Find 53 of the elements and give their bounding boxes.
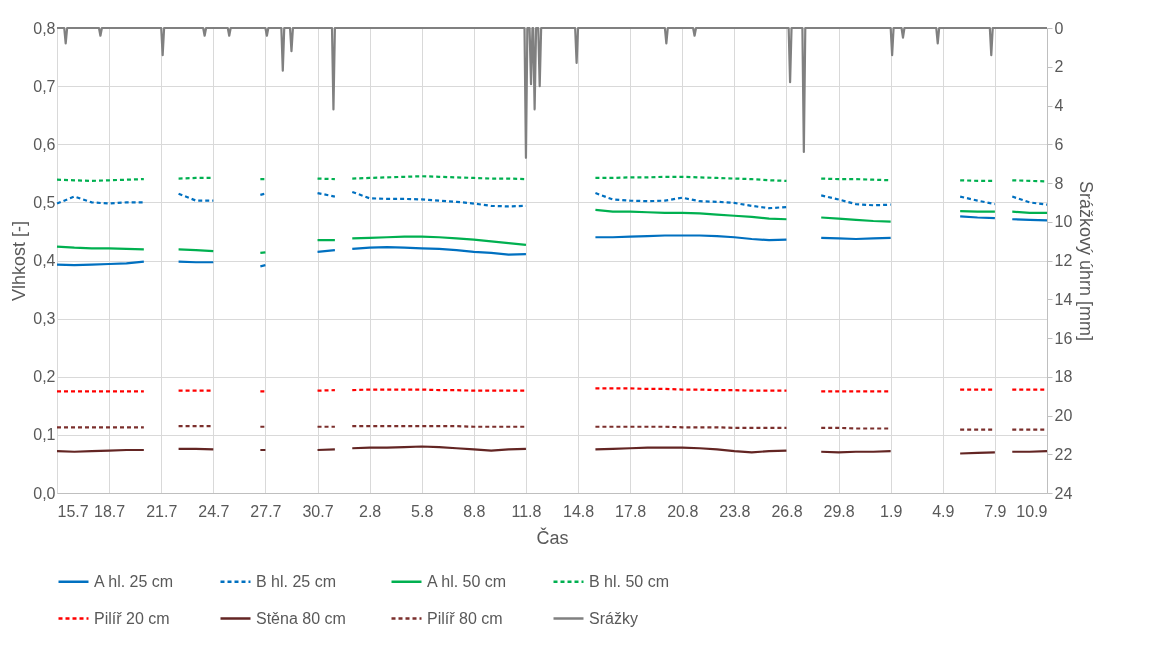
y2-axis-title: Srážkový úhrn [mm] xyxy=(1076,180,1097,342)
x-axis-title: Čas xyxy=(536,526,569,548)
x-tick-label: 8.8 xyxy=(463,502,486,520)
y-axis-title: Vlhkost [-] xyxy=(9,220,30,302)
y2-tick-label: 18 xyxy=(1054,368,1073,386)
y-tick-label: 0,6 xyxy=(33,135,56,153)
x-tick-label: 30.7 xyxy=(302,502,334,520)
x-tick-label: 11.8 xyxy=(511,502,542,520)
x-tick-label: 26.8 xyxy=(771,502,803,520)
x-tick-label: 2.8 xyxy=(359,502,382,520)
y2-tick-label: 4 xyxy=(1054,97,1064,114)
y2-tick-label: 12 xyxy=(1054,252,1073,269)
legend-label: Srážky xyxy=(589,609,638,627)
y-tick-label: 0,0 xyxy=(33,484,56,502)
legend-label: Pilíř 20 cm xyxy=(94,609,170,627)
x-tick-label: 21.7 xyxy=(146,502,178,520)
x-tick-label: 15.7 xyxy=(57,502,89,520)
legend-label: B hl. 50 cm xyxy=(589,572,670,590)
legend-label: Stěna 80 cm xyxy=(256,609,346,627)
x-tick-label: 5.8 xyxy=(411,502,434,520)
x-tick-label: 24.7 xyxy=(198,502,230,520)
x-tick-label: 29.8 xyxy=(823,502,855,520)
y2-tick-label: 24 xyxy=(1054,484,1073,502)
y2-tick-label: 6 xyxy=(1054,135,1064,153)
y-tick-label: 0,2 xyxy=(33,368,56,386)
x-tick-label: 14.8 xyxy=(562,502,595,520)
x-tick-label: 20.8 xyxy=(667,502,699,520)
y-tick-label: 0,7 xyxy=(33,77,56,95)
y-tick-label: 0,4 xyxy=(33,252,56,269)
y2-tick-label: 10 xyxy=(1054,213,1073,231)
y-tick-label: 0,5 xyxy=(33,193,56,211)
y-tick-label: 0,8 xyxy=(33,19,56,37)
x-tick-label: 7.9 xyxy=(984,502,1007,520)
x-tick-label: 23.8 xyxy=(719,502,751,520)
x-tick-label: 4.9 xyxy=(932,502,955,520)
x-tick-label: 1.9 xyxy=(880,502,903,520)
y2-tick-label: 8 xyxy=(1054,174,1064,192)
legend-label: A hl. 25 cm xyxy=(94,572,174,590)
y2-tick-label: 0 xyxy=(1054,19,1064,37)
y-tick-label: 0,1 xyxy=(33,426,56,444)
y2-tick-label: 14 xyxy=(1054,290,1073,308)
y-tick-label: 0,3 xyxy=(33,310,56,328)
y2-tick-label: 22 xyxy=(1054,445,1073,463)
y2-tick-label: 2 xyxy=(1054,58,1064,76)
y2-tick-label: 20 xyxy=(1054,407,1073,424)
legend-label: A hl. 50 cm xyxy=(427,572,507,590)
x-tick-label: 18.7 xyxy=(94,502,126,520)
legend-label: B hl. 25 cm xyxy=(256,572,337,590)
y2-tick-label: 16 xyxy=(1054,329,1073,347)
x-tick-label: 10.9 xyxy=(1016,502,1048,520)
legend-label: Pilíř 80 cm xyxy=(427,609,503,627)
x-tick-label: 17.8 xyxy=(615,502,647,520)
x-tick-label: 27.7 xyxy=(250,502,282,520)
